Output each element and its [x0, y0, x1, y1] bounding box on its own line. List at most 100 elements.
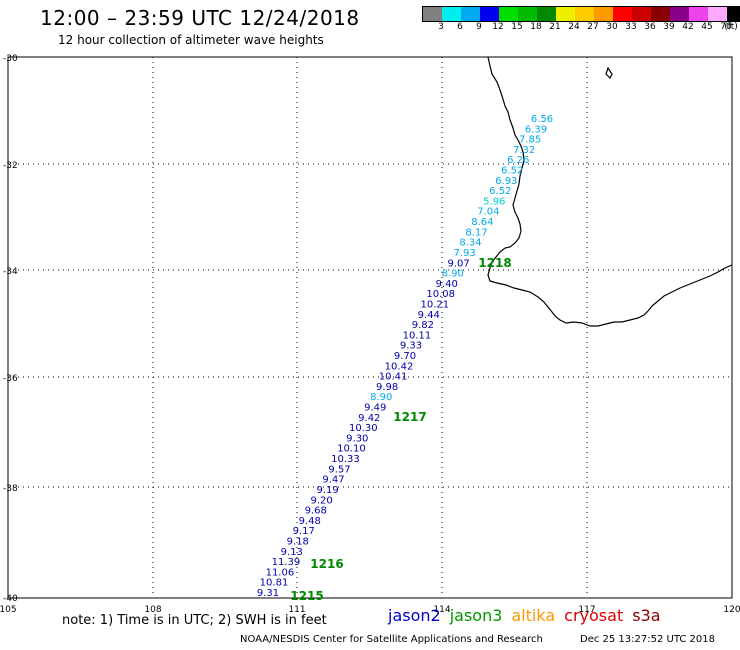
swh-value: 10.08: [426, 289, 455, 300]
legend-label: 9: [476, 22, 482, 32]
legend-label: 39: [663, 22, 675, 32]
swh-value: 9.98: [376, 382, 398, 393]
swh-value: 5.96: [483, 196, 505, 207]
swh-value: 6.26: [507, 155, 529, 166]
lat-label: -30: [3, 54, 18, 64]
swh-value: 8.90: [442, 269, 464, 280]
swh-value: 7.93: [453, 248, 475, 259]
swh-value: 10.21: [420, 300, 449, 311]
swh-value: 7.85: [519, 135, 541, 146]
legend-label: 6: [457, 22, 463, 32]
swh-value: 6.93: [495, 176, 517, 187]
legend-swatch: [632, 7, 651, 21]
lon-label: 117: [578, 605, 595, 615]
time-mark: 1215: [290, 589, 323, 603]
swh-value: 9.49: [364, 403, 386, 414]
swh-value: 9.33: [400, 341, 422, 352]
legend-label: 42: [682, 22, 694, 32]
swh-value: 11.06: [266, 567, 295, 578]
legend-swatch: [556, 7, 575, 21]
swh-value: 9.31: [257, 588, 279, 599]
swh-value: 9.82: [412, 320, 434, 331]
swh-value: 9.48: [299, 516, 321, 527]
lon-label: 114: [433, 605, 450, 615]
swh-value: 9.44: [418, 310, 440, 321]
color-scale-legend: [422, 6, 740, 22]
satellite-label: jason2: [388, 606, 441, 625]
coastline-western-australia: [487, 56, 733, 327]
lat-label: -34: [3, 267, 18, 277]
legend-swatch: [461, 7, 480, 21]
swh-value: 9.20: [310, 495, 332, 506]
swh-value: 9.13: [281, 547, 303, 558]
swh-value: 8.90: [370, 392, 392, 403]
legend-swatch: [670, 7, 689, 21]
swh-value: 9.40: [436, 279, 458, 290]
swh-value: 9.17: [293, 526, 315, 537]
legend-label: 15: [511, 22, 523, 32]
legend-swatch: [613, 7, 632, 21]
swh-value: 9.07: [447, 258, 469, 269]
legend-swatch: [727, 7, 740, 21]
swh-value: 9.42: [358, 413, 380, 424]
swh-value: 9.68: [305, 506, 327, 517]
legend-swatch: [480, 7, 499, 21]
legend-swatch: [689, 7, 708, 21]
satellite-label: altika: [511, 606, 556, 625]
legend-label: 12: [492, 22, 504, 32]
lon-label: 105: [0, 605, 17, 615]
latitude-labels: -30 -32 -34 -36 -38 -40: [3, 54, 18, 604]
legend-label: 33: [625, 22, 637, 32]
swh-track: 6.566.397.857.326.266.526.936.525.967.04…: [257, 114, 553, 599]
swh-value: 6.39: [525, 124, 547, 135]
swh-value: 10.10: [337, 444, 366, 455]
footer-timestamp: Dec 25 13:27:52 UTC 2018: [580, 634, 715, 645]
lat-label: -38: [3, 484, 18, 494]
satellite-legend: jason2 jason3 altika cryosat s3a: [388, 606, 670, 625]
swh-value: 10.81: [260, 578, 289, 589]
swh-value: 8.17: [465, 227, 487, 238]
legend-swatch: [575, 7, 594, 21]
legend-swatch: [708, 7, 727, 21]
swh-value: 10.42: [385, 361, 414, 372]
swh-value: 10.33: [331, 454, 360, 465]
legend-label: 21: [549, 22, 561, 32]
legend-swatch: [537, 7, 556, 21]
legend-swatch: [423, 7, 442, 21]
lat-label: -32: [3, 161, 18, 171]
swh-value: 7.04: [477, 207, 499, 218]
legend-swatch: [651, 7, 670, 21]
page-title: 12:00 – 23:59 UTC 12/24/2018: [40, 6, 360, 30]
swh-value: 9.47: [322, 475, 344, 486]
legend-label: 3: [438, 22, 444, 32]
satellite-label: s3a: [632, 606, 661, 625]
lat-label: -40: [3, 594, 18, 604]
swh-value: 9.70: [394, 351, 416, 362]
legend-label: 24: [568, 22, 580, 32]
swh-value: 10.11: [403, 330, 432, 341]
legend-unit: (ft): [724, 22, 738, 32]
swh-value: 8.64: [471, 217, 493, 228]
legend-label: 27: [587, 22, 599, 32]
swh-value: 9.57: [328, 464, 350, 475]
swh-value: 7.32: [513, 145, 535, 156]
lat-lon-grid: [8, 57, 732, 597]
page-subtitle: 12 hour collection of altimeter wave hei…: [58, 33, 324, 47]
lon-label: 120: [723, 605, 740, 615]
legend-label: 36: [644, 22, 656, 32]
legend-label: 70: [720, 22, 732, 32]
legend-label: 30: [606, 22, 618, 32]
swh-value: 6.56: [531, 114, 553, 125]
swh-value: 9.19: [316, 485, 338, 496]
legend-swatch: [518, 7, 537, 21]
lon-label: 108: [144, 605, 161, 615]
color-scale-labels: 3 6 9 12 15 18 21 24 27 30 33 36 39 42 45 70 (ft): [422, 22, 740, 34]
time-marks: 1218 1217 1216 1215: [290, 256, 511, 603]
legend-swatch: [499, 7, 518, 21]
lon-label: 111: [288, 605, 305, 615]
satellite-label: jason3: [449, 606, 503, 625]
swh-value: 10.41: [379, 372, 408, 383]
swh-value: 9.18: [287, 537, 309, 548]
footer-note: note: 1) Time is in UTC; 2) SWH is in fe…: [62, 613, 327, 628]
